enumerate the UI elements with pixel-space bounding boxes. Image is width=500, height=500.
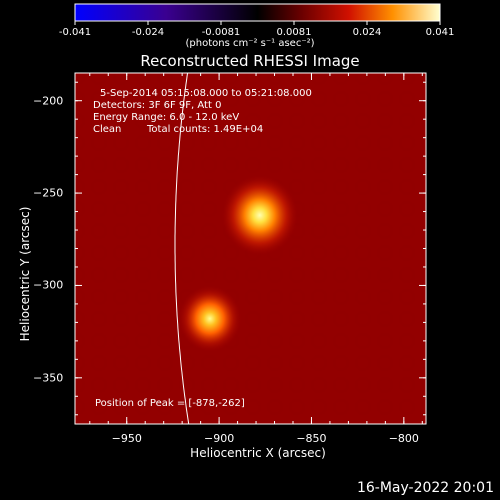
y-tick-label: −200 [33,94,64,108]
annotation-peak: Position of Peak = [-878,-262] [95,398,245,409]
x-tick-label: −850 [296,432,327,445]
flare-source [221,175,298,256]
colorbar-ticks [74,21,441,25]
heatmap-image [75,73,426,424]
annotation-energy: Energy Range: 6.0 - 12.0 keV [93,112,240,123]
colorbar-tick-label: -0.0081 [201,27,241,38]
y-tick-label: −350 [33,371,64,385]
axis-ticks [75,73,426,424]
x-axis-title: Heliocentric X (arcsec) [190,446,326,460]
y-tick-label: −250 [33,186,64,200]
chart-title: Reconstructed RHESSI Image [140,52,360,70]
flare-source [178,285,242,352]
colorbar-units: (photons cm⁻² s⁻¹ asec⁻²) [185,38,315,49]
colorbar-tick-label: -0.024 [131,27,165,38]
y-axis-title: Heliocentric Y (arcsec) [18,206,32,342]
annotation-counts: Total counts: 1.49E+04 [147,124,264,135]
x-tick-label: −900 [203,432,235,445]
timestamp: 16-May-2022 20:01 [356,480,494,496]
colorbar-tick-label: 0.024 [352,27,382,38]
x-tick-label: −800 [388,432,419,445]
y-tick-label: −300 [33,278,64,292]
colorbar [74,3,441,22]
annotation-detectors: Detectors: 3F 6F 9F, Att 0 [93,100,222,111]
x-tick-label: −950 [111,432,142,445]
annotation-method: Clean [93,124,122,135]
solar-limb-curve [174,73,190,424]
colorbar-tick-label: 0.0081 [276,27,312,38]
colorbar-tick-label: -0.041 [58,27,92,38]
colorbar-tick-label: 0.041 [425,27,455,38]
annotation-time: 5-Sep-2014 05:15:08.000 to 05:21:08.000 [100,88,312,99]
